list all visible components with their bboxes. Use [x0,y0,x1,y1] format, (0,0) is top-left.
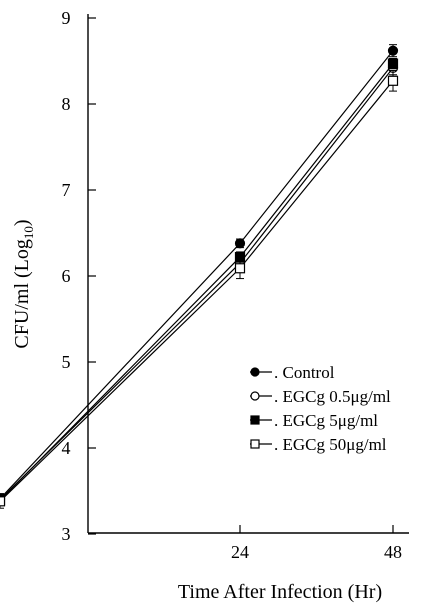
data-point [234,238,246,249]
series-4 [0,69,399,509]
legend-entry: . EGCg 50μg/ml [250,435,387,454]
data-point [0,496,6,507]
legend: . Control . EGCg 0.5μg/ml . EGCg 5μg/ml . E… [250,363,391,454]
y-tick-label: 7 [62,180,71,200]
y-tick-label: 5 [62,352,71,372]
x-tick-label: 48 [384,542,402,562]
y-tick-label: 8 [62,94,71,114]
legend-entry: . Control [250,363,335,382]
data-point [250,439,260,449]
series-layer [0,44,399,509]
y-tick-label: 3 [62,524,71,544]
data-point [234,263,246,274]
data-point [250,415,260,425]
legend-label: . Control [274,363,335,382]
y-tick-label: 6 [62,266,71,286]
x-axis-label: Time After Infection (Hr) [178,581,382,603]
y-axis-label: CFU/ml (Log10) [11,219,36,348]
legend-label: . EGCg 0.5μg/ml [274,387,391,406]
data-point [250,367,260,377]
data-point [250,391,260,401]
y-axis-label-main: CFU/ml (Log [11,239,33,348]
data-point [387,75,399,86]
y-axis-label-close: ) [11,219,33,226]
legend-entry: . EGCg 5μg/ml [250,411,378,430]
data-point [387,45,399,56]
data-point [387,58,399,69]
y-axis-label-subscript: 10 [21,226,36,239]
legend-label: . EGCg 50μg/ml [274,435,387,454]
y-tick-label: 9 [62,8,71,28]
legend-label: . EGCg 5μg/ml [274,411,378,430]
x-tick-label: 24 [231,542,249,562]
y-tick-label: 4 [62,438,71,458]
axes: 3 4 5 6 7 8 9 24 48 [62,8,409,562]
series-line [0,50,394,500]
legend-entry: . EGCg 0.5μg/ml [250,387,391,406]
